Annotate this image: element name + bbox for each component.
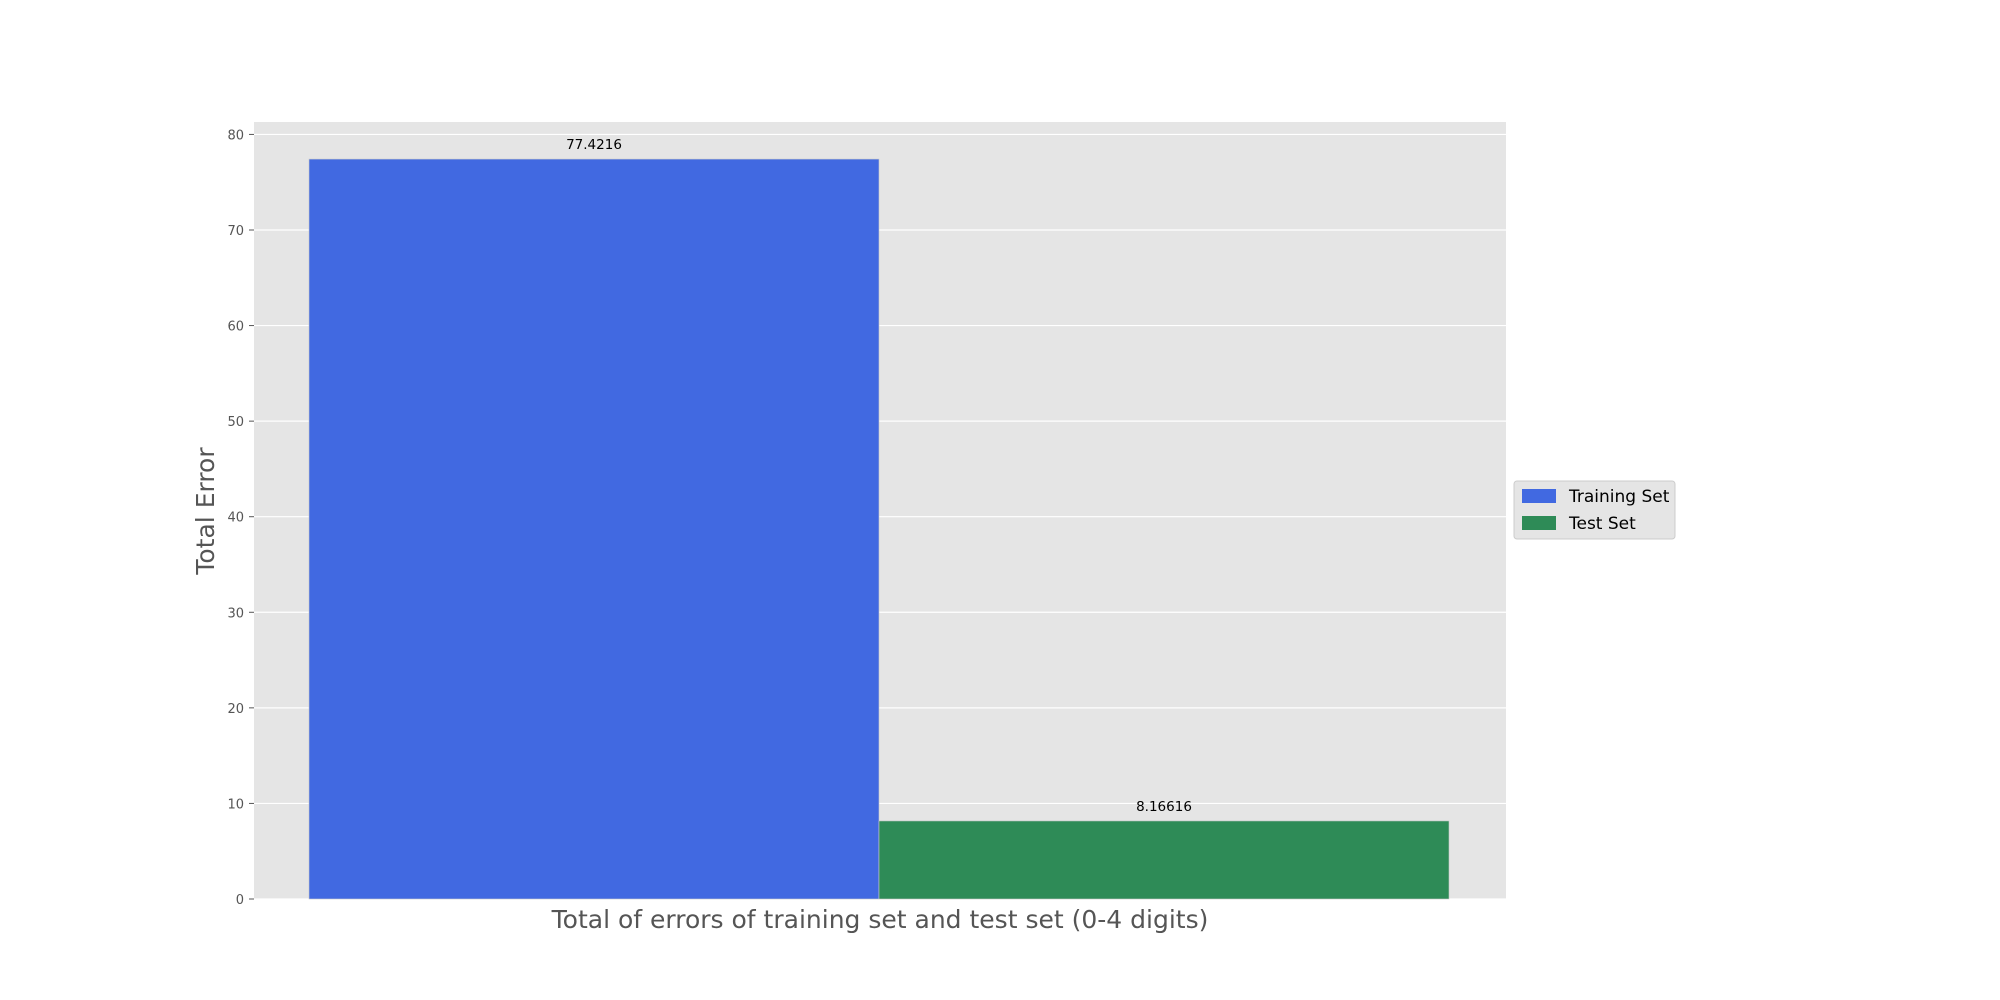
legend-swatch-training-set <box>1522 489 1556 503</box>
x-axis-title: Total of errors of training set and test… <box>551 905 1209 934</box>
bar-training-set <box>308 158 880 900</box>
y-tick-label: 60 <box>227 320 244 335</box>
data-labels: 77.4216 8.16616 <box>566 137 1192 815</box>
data-label-test-set: 8.16616 <box>1136 799 1192 815</box>
y-tick-label: 50 <box>227 415 244 430</box>
legend: Training Set Test Set <box>1513 480 1676 540</box>
legend-label-test-set: Test Set <box>1568 514 1636 534</box>
y-tick-label: 30 <box>227 606 244 621</box>
legend-label-training-set: Training Set <box>1568 487 1670 507</box>
y-axis-title: Total Error <box>191 447 220 576</box>
y-tick-label: 20 <box>227 702 244 717</box>
legend-swatch-test-set <box>1522 516 1556 530</box>
bar-test-set <box>878 820 1450 900</box>
y-tick-label: 40 <box>227 511 244 526</box>
y-tick-label: 10 <box>227 797 244 812</box>
y-axis-ticks: 0 10 20 30 40 50 60 70 80 <box>227 128 254 908</box>
y-tick-label: 70 <box>227 224 244 239</box>
y-tick-label: 80 <box>227 128 244 143</box>
y-tick-label: 0 <box>236 893 244 908</box>
bars <box>308 158 1450 900</box>
data-label-training-set: 77.4216 <box>566 137 622 153</box>
